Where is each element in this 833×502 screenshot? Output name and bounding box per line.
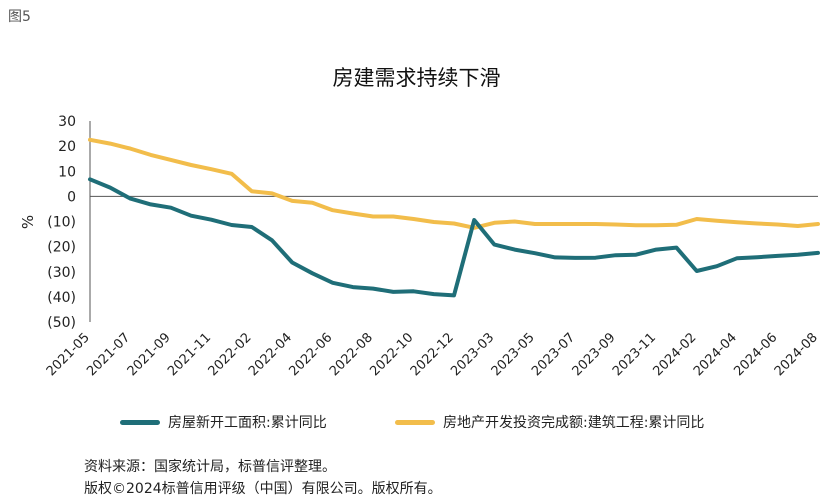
y-tick-label: 10 xyxy=(58,164,76,180)
legend-swatch xyxy=(395,419,435,425)
x-tick-label: 2023-09 xyxy=(570,330,619,379)
x-tick-label: 2022-02 xyxy=(206,330,255,379)
x-tick-label: 2022-08 xyxy=(327,330,376,379)
y-tick-label: (50) xyxy=(47,315,76,331)
copyright-line: 版权©2024标普信用评级（中国）有限公司。版权所有。 xyxy=(84,481,442,497)
x-tick-label: 2023-05 xyxy=(489,330,538,379)
figure-label: 图5 xyxy=(8,9,31,25)
x-axis-ticks: 2021-052021-072021-092021-112022-022022-… xyxy=(44,330,821,379)
legend-label: 房屋新开工面积:累计同比 xyxy=(168,415,327,431)
y-tick-label: (40) xyxy=(47,290,76,306)
x-tick-label: 2021-09 xyxy=(125,330,174,379)
x-tick-label: 2021-05 xyxy=(44,330,93,379)
legend-item-series-1: 房屋新开工面积:累计同比 xyxy=(120,412,327,432)
x-tick-label: 2022-04 xyxy=(246,330,295,379)
source-note: 资料来源：国家统计局，标普信评整理。 版权©2024标普信用评级（中国）有限公司… xyxy=(84,456,442,500)
x-tick-label: 2024-04 xyxy=(691,330,740,379)
y-tick-label: (30) xyxy=(47,265,76,281)
x-tick-label: 2022-12 xyxy=(408,330,457,379)
x-tick-label: 2024-06 xyxy=(731,330,780,379)
y-tick-label: 30 xyxy=(58,114,76,130)
x-tick-label: 2022-10 xyxy=(367,330,416,379)
x-tick-label: 2022-06 xyxy=(286,330,335,379)
legend-label: 房地产开发投资完成额:建筑工程:累计同比 xyxy=(443,415,705,431)
x-tick-label: 2021-11 xyxy=(165,330,214,379)
y-tick-label: (20) xyxy=(47,240,76,256)
series-line-1 xyxy=(88,177,820,298)
y-tick-label: 20 xyxy=(58,139,76,155)
y-axis-ticks: 30 20 10 0 (10) (20) (30) (40) (50) xyxy=(47,114,76,331)
chart-title: 房建需求持续下滑 xyxy=(332,66,501,90)
x-tick-label: 2023-11 xyxy=(610,330,659,379)
y-tick-label: 0 xyxy=(67,189,76,205)
legend-swatch xyxy=(120,419,160,425)
x-tick-label: 2021-07 xyxy=(84,330,133,379)
x-tick-label: 2024-02 xyxy=(650,330,699,379)
x-tick-label: 2023-07 xyxy=(529,330,578,379)
x-tick-label: 2024-08 xyxy=(772,330,821,379)
y-axis-label: % xyxy=(19,215,37,229)
y-tick-label: (10) xyxy=(47,215,76,231)
series-lines xyxy=(88,137,820,298)
axes xyxy=(89,121,818,322)
legend-item-series-2: 房地产开发投资完成额:建筑工程:累计同比 xyxy=(395,412,704,432)
series-line-2 xyxy=(88,137,820,230)
source-line: 资料来源：国家统计局，标普信评整理。 xyxy=(84,459,336,475)
x-tick-label: 2023-03 xyxy=(448,330,497,379)
